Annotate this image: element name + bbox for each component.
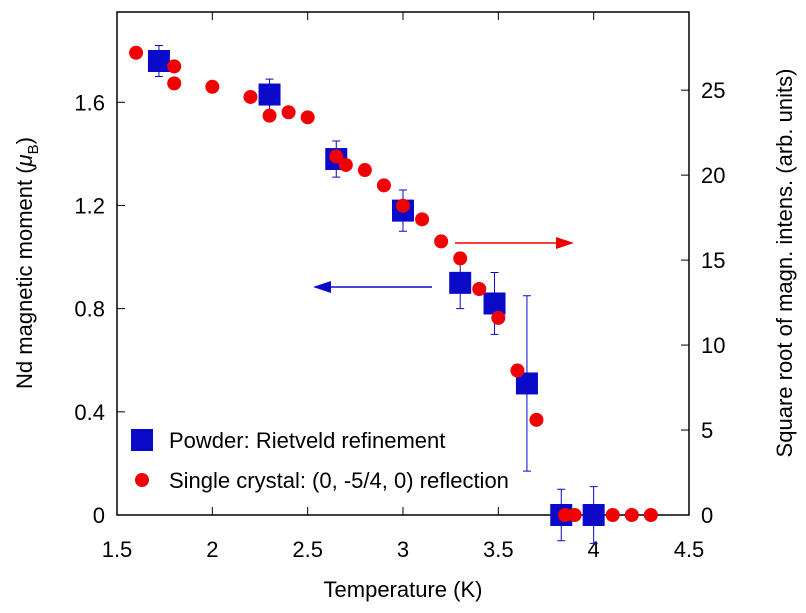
point <box>243 89 258 104</box>
point <box>582 504 605 526</box>
y-label-part: μ <box>12 154 37 167</box>
legend-label: Powder: Rietveld refinement <box>169 428 445 453</box>
point <box>472 281 487 296</box>
point <box>396 198 410 213</box>
x-tick-label: 1.5 <box>102 537 133 562</box>
y-axis-label: Nd magnetic moment (μB) <box>12 137 42 389</box>
point <box>415 212 430 227</box>
point <box>483 292 506 315</box>
point <box>605 508 620 522</box>
y2-tick-label: 15 <box>701 248 725 273</box>
point <box>129 45 144 60</box>
point <box>643 508 658 522</box>
legend-marker <box>131 429 153 451</box>
point <box>357 163 372 178</box>
point <box>329 149 344 164</box>
point <box>453 251 468 266</box>
point <box>338 157 353 172</box>
y-tick-label: 1.2 <box>74 193 105 218</box>
y-tick-label: 0 <box>93 503 105 528</box>
y-tick-label: 0.8 <box>74 297 105 322</box>
point <box>449 271 472 294</box>
point <box>515 372 538 395</box>
point <box>491 310 506 325</box>
point <box>376 178 391 193</box>
y-label-part: Nd magnetic moment ( <box>12 166 37 389</box>
y2-tick-label: 10 <box>701 333 725 358</box>
arrow-right <box>455 237 574 249</box>
legend-marker <box>135 473 149 487</box>
y2-tick-label: 20 <box>701 163 725 188</box>
legend-label: Single crystal: (0, -5/4, 0) reflection <box>169 468 509 493</box>
y2-tick-label: 0 <box>701 503 713 528</box>
point <box>300 110 315 125</box>
x-tick-label: 3.5 <box>483 537 514 562</box>
x-tick-label: 2 <box>206 537 218 562</box>
y2-tick-label: 25 <box>701 78 725 103</box>
x-axis-label: Temperature (K) <box>324 577 483 602</box>
y-label-part: ) <box>12 137 37 144</box>
y2-axis-label: Square root of magn. intens. (arb. units… <box>772 69 797 458</box>
point <box>567 508 582 522</box>
point <box>258 83 281 106</box>
point <box>624 508 639 522</box>
arrow-left <box>313 281 432 293</box>
point <box>205 79 220 94</box>
point <box>529 412 544 427</box>
x-tick-label: 2.5 <box>292 537 323 562</box>
point <box>434 234 449 249</box>
point <box>262 108 277 123</box>
point <box>281 105 296 120</box>
point <box>147 50 170 73</box>
y-label-part: B <box>25 144 42 154</box>
point <box>167 76 182 91</box>
x-tick-label: 3 <box>397 537 409 562</box>
point <box>510 363 525 378</box>
point <box>167 59 182 74</box>
x-tick-label: 4.5 <box>674 537 705 562</box>
y-tick-label: 1.6 <box>74 90 105 115</box>
y-tick-label: 0.4 <box>74 400 105 425</box>
y2-tick-label: 5 <box>701 418 713 443</box>
